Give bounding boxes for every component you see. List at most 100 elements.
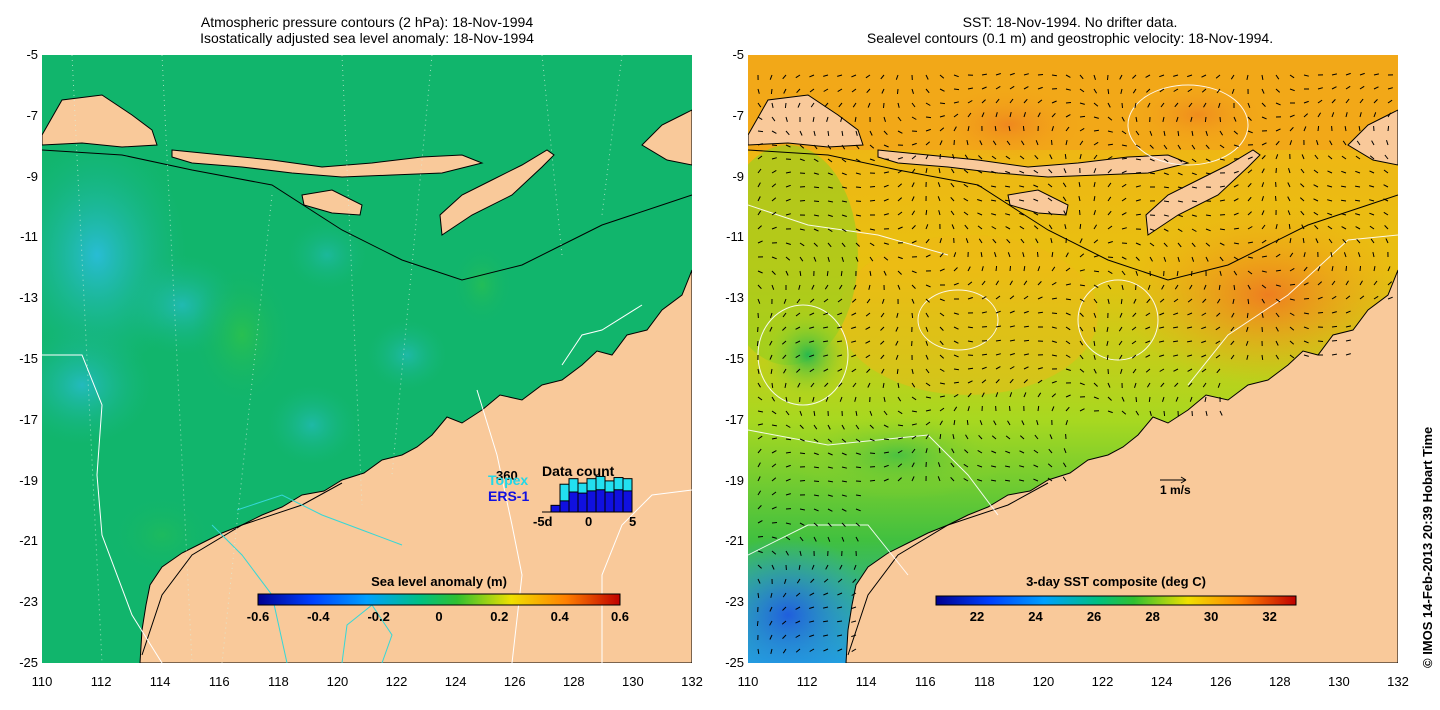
sealevel-contours <box>748 84 1398 576</box>
inset-ers-bar <box>550 504 561 513</box>
inset-topex-label: Topex <box>488 472 529 488</box>
eastern-islands <box>1347 109 1398 166</box>
sst-colorbar <box>935 595 1297 606</box>
left-lon-tick: 112 <box>90 674 112 689</box>
left-lon-tick: 126 <box>503 674 526 689</box>
inset-ers-bar <box>559 500 570 513</box>
right-lon-tick: 122 <box>1091 674 1114 689</box>
sla-colorbar <box>257 593 621 606</box>
right-lat-tick: -7 <box>732 107 744 123</box>
shelf-contour <box>42 149 692 281</box>
sla-colorbar-tick: 0.2 <box>490 609 509 624</box>
sla-colorbar-tick: -0.4 <box>307 609 330 624</box>
left-lat-tick: -19 <box>19 472 38 488</box>
sst-colorbar-tick: 32 <box>1262 609 1277 624</box>
right-lon-tick: 130 <box>1328 674 1350 689</box>
sla-colorbar-tick: 0.4 <box>550 609 569 624</box>
left-lon-tick: 110 <box>31 674 53 689</box>
inset-ers-bar <box>586 490 597 513</box>
inset-ers-bar <box>622 490 633 513</box>
right-lon-tick: 110 <box>737 674 759 689</box>
left-lon-tick: 132 <box>681 674 703 689</box>
right-lat-tick: -11 <box>726 229 744 245</box>
sst-colorbar-title: 3-day SST composite (deg C) <box>1026 574 1206 589</box>
right-lon-tick: 132 <box>1387 674 1409 689</box>
sla-contour-cyan <box>211 524 288 663</box>
left-lat-tick: -9 <box>26 168 38 184</box>
right-lat-tick: -13 <box>725 290 744 306</box>
left-lat-tick: -21 <box>19 533 38 549</box>
left-lon-tick: 122 <box>385 674 408 689</box>
right-lat-tick: -17 <box>725 411 744 427</box>
inset-max-label: 360 <box>496 468 518 483</box>
right-title-line1: SST: 18-Nov-1994. No drifter data. <box>962 14 1178 30</box>
left-lon-tick: 120 <box>326 674 349 689</box>
right-map-panel[interactable]: 1 m/s 3-day SST composite (deg C) 22 24 26… <box>748 55 1398 663</box>
right-lat-tick: -5 <box>732 47 744 62</box>
sea-level-anomaly-map <box>42 55 692 663</box>
inset-ers-bar <box>604 491 615 513</box>
right-lon-tick: 126 <box>1209 674 1232 689</box>
right-lon-tick: 116 <box>914 674 936 689</box>
left-lat-tick: -13 <box>19 290 38 306</box>
left-lat-tick: -5 <box>26 47 38 62</box>
sst-colorbar-tick: 26 <box>1086 609 1102 624</box>
timor-island <box>1145 149 1261 236</box>
left-lon-tick: 128 <box>562 674 585 689</box>
satellite-tracks <box>71 55 623 663</box>
left-lat-tick: -23 <box>19 594 38 610</box>
left-lat-tick: -17 <box>19 411 38 427</box>
java-island <box>748 94 864 148</box>
left-lon-tick: 114 <box>149 674 171 689</box>
right-lat-tick: -23 <box>725 594 744 610</box>
sst-colorbar-tick: 28 <box>1145 609 1160 624</box>
sst-colorbar-tick: 24 <box>1028 609 1043 624</box>
pressure-contour <box>42 354 163 663</box>
left-lon-tick: 118 <box>267 674 289 689</box>
sla-colorbar-tick: -0.6 <box>246 609 270 624</box>
java-island <box>42 94 158 148</box>
inset-axis-label-0: -5d <box>533 514 553 529</box>
sst-map <box>748 55 1398 663</box>
inset-ers-bar <box>577 492 588 513</box>
inset-axis-label-1: 0 <box>585 514 593 529</box>
right-lon-tick: 120 <box>1032 674 1055 689</box>
inset-title: Data count <box>542 463 615 479</box>
inset-ers-bar <box>613 489 624 513</box>
velocity-scale-arrow <box>1160 476 1187 484</box>
left-map-panel[interactable]: Sea level anomaly (m) -0.6 -0.4 -0.2 0 0.2 0.… <box>42 55 692 663</box>
inset-ers-label: ERS-1 <box>488 488 530 504</box>
right-lat-tick: -15 <box>725 351 744 366</box>
left-lon-tick: 124 <box>444 674 467 689</box>
data-count-inset <box>542 475 633 513</box>
sla-colorbar-tick: -0.2 <box>367 609 390 624</box>
imos-credit: © IMOS 14-Feb-2013 20:39 Hobart Time <box>1420 426 1435 668</box>
right-lat-tick: -19 <box>725 472 744 488</box>
right-lon-tick: 118 <box>973 674 995 689</box>
shelf-contour-2 <box>847 482 1049 656</box>
right-lat-tick: -9 <box>732 168 744 184</box>
left-lat-tick: -7 <box>26 107 38 123</box>
right-lat-tick: -21 <box>725 533 744 549</box>
sst-colorbar-tick: 22 <box>969 609 985 624</box>
right-lon-tick: 112 <box>796 674 818 689</box>
sla-colorbar-tick: 0.6 <box>610 609 630 624</box>
sla-colorbar-title: Sea level anomaly (m) <box>371 574 507 589</box>
inset-ers-bar <box>568 491 579 513</box>
inset-ers-bar <box>595 489 606 513</box>
australia-landmass <box>139 269 692 663</box>
velocity-scale-label: 1 m/s <box>1160 483 1191 497</box>
left-lon-tick: 116 <box>208 674 230 689</box>
right-lat-tick: -25 <box>725 655 744 670</box>
left-lat-tick: -15 <box>19 351 38 366</box>
australia-landmass <box>845 269 1398 663</box>
left-lat-tick: -25 <box>19 655 38 670</box>
sst-colorbar-tick: 30 <box>1203 609 1219 624</box>
right-title-line2: Sealevel contours (0.1 m) and geostrophi… <box>866 30 1274 46</box>
left-lon-tick: 130 <box>622 674 644 689</box>
timor-island <box>439 149 555 236</box>
geostrophic-velocity-arrows <box>756 72 1394 655</box>
sla-colorbar-tick: 0 <box>435 609 443 624</box>
left-title-line1: Atmospheric pressure contours (2 hPa): 1… <box>200 14 534 30</box>
shelf-contour <box>748 149 1398 281</box>
